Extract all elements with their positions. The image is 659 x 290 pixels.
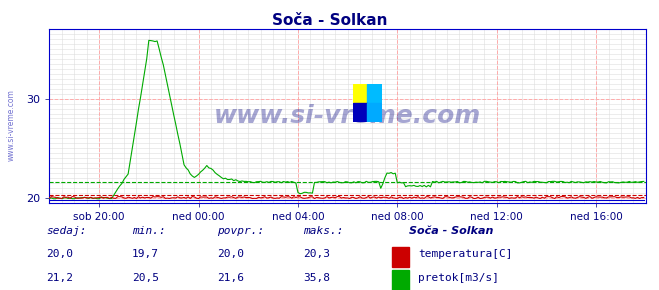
Bar xyxy=(368,103,382,122)
Text: Soča - Solkan: Soča - Solkan xyxy=(409,226,493,235)
Bar xyxy=(392,270,409,290)
Text: pretok[m3/s]: pretok[m3/s] xyxy=(418,273,500,282)
Text: temperatura[C]: temperatura[C] xyxy=(418,249,513,259)
Bar xyxy=(368,84,382,103)
Text: 20,0: 20,0 xyxy=(217,249,244,259)
Text: 20,3: 20,3 xyxy=(303,249,330,259)
Text: 20,0: 20,0 xyxy=(46,249,73,259)
Text: 19,7: 19,7 xyxy=(132,249,159,259)
Text: 35,8: 35,8 xyxy=(303,273,330,282)
Text: 20,5: 20,5 xyxy=(132,273,159,282)
Text: povpr.:: povpr.: xyxy=(217,226,265,235)
Text: www.si-vreme.com: www.si-vreme.com xyxy=(214,104,481,128)
Text: www.si-vreme.com: www.si-vreme.com xyxy=(7,89,16,161)
Bar xyxy=(353,84,368,103)
Text: maks.:: maks.: xyxy=(303,226,343,235)
Bar xyxy=(353,103,368,122)
Text: 21,2: 21,2 xyxy=(46,273,73,282)
Text: sedaj:: sedaj: xyxy=(46,226,86,235)
Text: 21,6: 21,6 xyxy=(217,273,244,282)
Bar xyxy=(392,247,409,267)
Text: min.:: min.: xyxy=(132,226,165,235)
Text: Soča - Solkan: Soča - Solkan xyxy=(272,13,387,28)
